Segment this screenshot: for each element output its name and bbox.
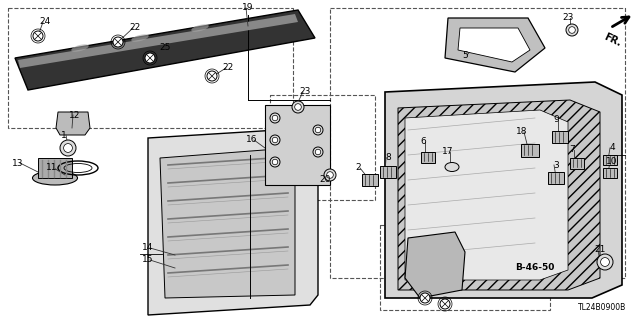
- Text: 15: 15: [142, 256, 154, 264]
- Circle shape: [145, 53, 155, 63]
- Ellipse shape: [33, 171, 77, 185]
- Bar: [603, 168, 617, 178]
- Text: 24: 24: [40, 18, 51, 26]
- Text: 1: 1: [61, 130, 67, 139]
- Bar: [8, 8, 293, 128]
- Circle shape: [313, 125, 323, 135]
- Polygon shape: [445, 18, 545, 72]
- Polygon shape: [38, 158, 72, 178]
- Circle shape: [33, 31, 43, 41]
- Polygon shape: [398, 100, 600, 290]
- Circle shape: [113, 37, 123, 47]
- Text: 3: 3: [553, 160, 559, 169]
- Circle shape: [292, 101, 304, 113]
- Ellipse shape: [191, 24, 209, 32]
- Text: 25: 25: [159, 43, 171, 53]
- Text: 16: 16: [246, 136, 258, 145]
- Text: 12: 12: [69, 110, 81, 120]
- Circle shape: [270, 135, 280, 145]
- Bar: [521, 144, 539, 157]
- Text: 22: 22: [222, 63, 234, 72]
- Bar: [570, 158, 584, 169]
- Ellipse shape: [71, 44, 89, 52]
- Ellipse shape: [131, 34, 148, 42]
- Polygon shape: [15, 10, 315, 90]
- Circle shape: [316, 127, 321, 133]
- Text: 23: 23: [300, 87, 310, 97]
- Polygon shape: [405, 232, 465, 298]
- Circle shape: [270, 157, 280, 167]
- Bar: [603, 155, 617, 165]
- Text: 19: 19: [243, 4, 253, 12]
- Bar: [362, 174, 378, 186]
- Circle shape: [440, 299, 450, 309]
- Text: 8: 8: [385, 153, 391, 162]
- Text: TL24B0900B: TL24B0900B: [578, 303, 626, 312]
- Polygon shape: [405, 110, 568, 280]
- Circle shape: [316, 149, 321, 155]
- Circle shape: [294, 104, 301, 110]
- Bar: [548, 172, 564, 184]
- Text: 10: 10: [606, 158, 618, 167]
- Bar: [270, 95, 375, 200]
- Text: 13: 13: [12, 159, 24, 167]
- Text: 18: 18: [516, 128, 528, 137]
- Circle shape: [272, 159, 278, 165]
- Text: 17: 17: [442, 147, 454, 157]
- Circle shape: [566, 24, 578, 36]
- Ellipse shape: [445, 162, 459, 172]
- Bar: [330, 8, 625, 278]
- Text: 9: 9: [553, 115, 559, 124]
- Text: FR.: FR.: [602, 32, 623, 49]
- Bar: [380, 225, 550, 310]
- Text: 4: 4: [609, 144, 615, 152]
- Polygon shape: [56, 112, 90, 135]
- Circle shape: [313, 147, 323, 157]
- Circle shape: [326, 172, 333, 178]
- Circle shape: [272, 137, 278, 143]
- Circle shape: [270, 113, 280, 123]
- Polygon shape: [458, 28, 530, 62]
- Polygon shape: [385, 82, 622, 298]
- Circle shape: [324, 169, 336, 181]
- Circle shape: [207, 71, 217, 81]
- Text: 23: 23: [563, 13, 573, 23]
- Circle shape: [272, 115, 278, 121]
- Text: 21: 21: [595, 246, 605, 255]
- Polygon shape: [18, 14, 298, 68]
- Text: 2: 2: [355, 164, 361, 173]
- Text: 11: 11: [46, 164, 58, 173]
- Circle shape: [420, 293, 430, 303]
- Polygon shape: [148, 128, 318, 315]
- Bar: [421, 152, 435, 163]
- Bar: [552, 131, 568, 143]
- Circle shape: [60, 140, 76, 156]
- Circle shape: [600, 258, 609, 266]
- Polygon shape: [160, 148, 295, 298]
- Circle shape: [63, 144, 72, 152]
- Text: 6: 6: [420, 137, 426, 146]
- Circle shape: [597, 254, 613, 270]
- Text: 22: 22: [129, 24, 141, 33]
- Text: B-46-50: B-46-50: [515, 263, 554, 272]
- Text: 20: 20: [319, 175, 331, 184]
- Circle shape: [569, 27, 575, 33]
- Text: 5: 5: [462, 50, 468, 60]
- Text: 7: 7: [569, 145, 575, 154]
- Text: 14: 14: [142, 243, 154, 253]
- Bar: [265, 105, 330, 185]
- Bar: [380, 166, 396, 178]
